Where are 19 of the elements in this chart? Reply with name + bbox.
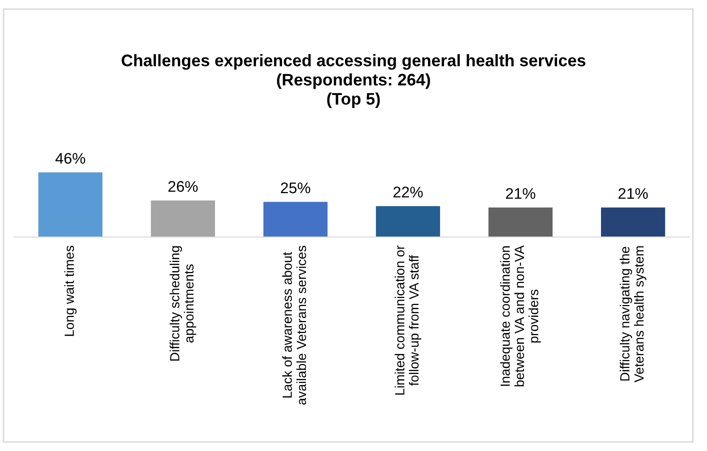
x-tick-label: Difficulty scheduling appointments xyxy=(170,246,196,361)
bar xyxy=(488,207,553,237)
x-tick-label: Inadequate coordination between VA and non-VA providers xyxy=(500,245,541,386)
x-tick-label: Difficulty navigating the Veterans health system xyxy=(620,246,646,382)
data-label: 25% xyxy=(280,182,310,194)
bar xyxy=(263,202,328,237)
data-label: 26% xyxy=(168,181,198,192)
x-tick-label: Long wait times xyxy=(64,246,77,336)
bar xyxy=(600,207,666,237)
chart-title: Challenges experienced accessing general health services (Respondents: 264) (Top 5) xyxy=(122,54,586,108)
data-label: 46% xyxy=(55,152,86,164)
data-label: 22% xyxy=(393,186,423,198)
data-label: 21% xyxy=(506,188,536,199)
x-tick-label: Lack of awareness about available Veterans services xyxy=(282,246,306,405)
bar xyxy=(150,200,216,237)
x-tick-label: Limited communication or follow-up from VA staff xyxy=(394,246,422,395)
bar xyxy=(38,172,102,237)
data-label: 21% xyxy=(618,188,648,199)
bar xyxy=(376,206,440,237)
